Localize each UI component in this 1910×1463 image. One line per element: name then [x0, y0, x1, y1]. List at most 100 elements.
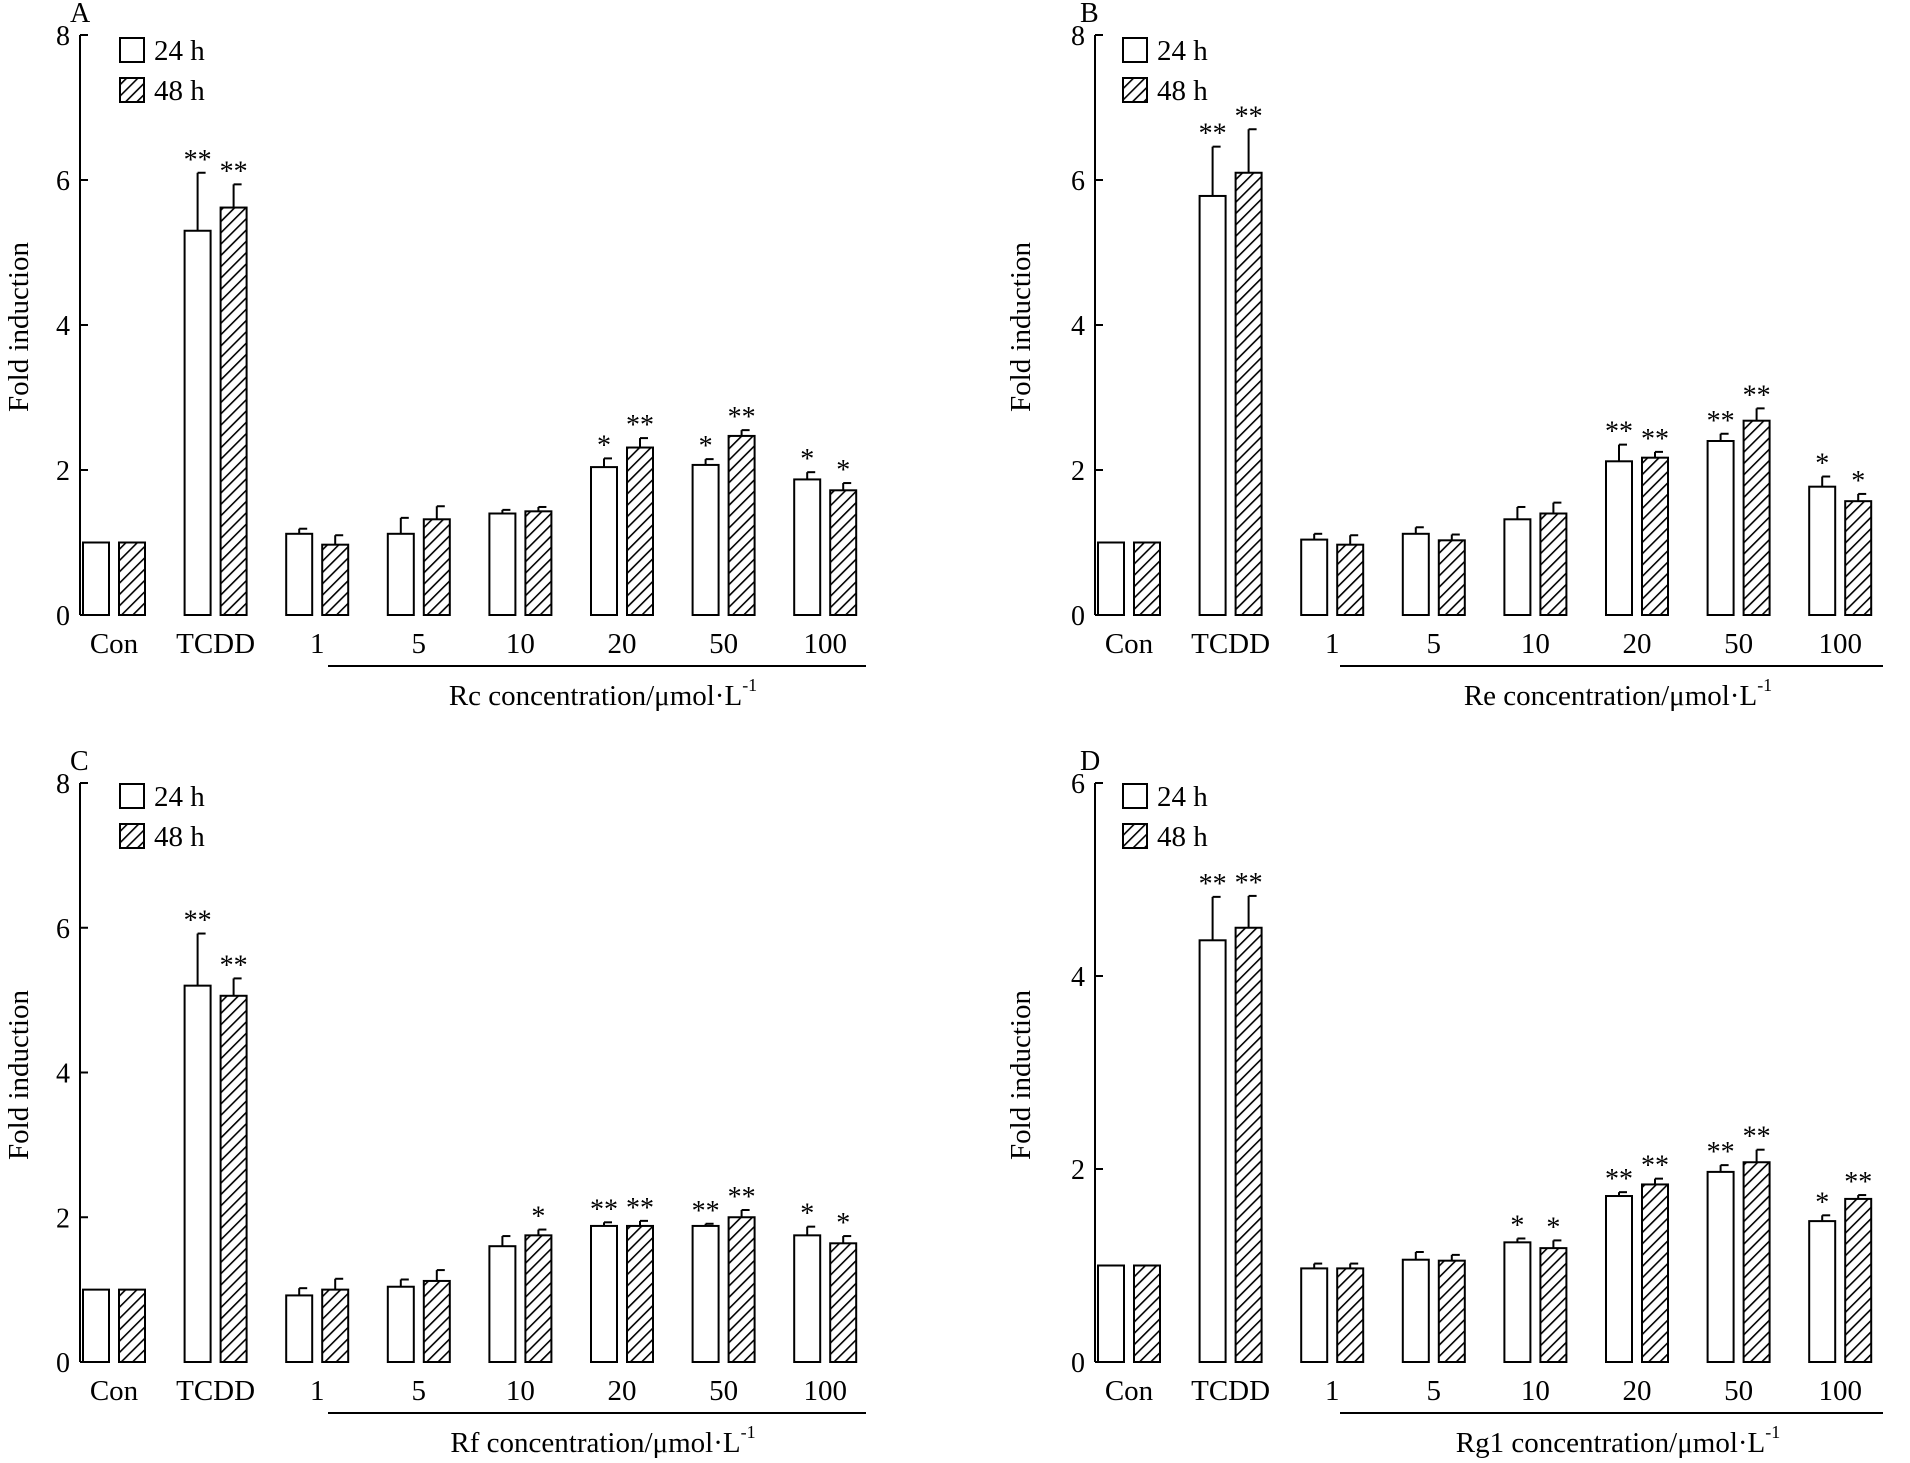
- panel-c-y-tick-label: 6: [56, 914, 70, 945]
- panel-b-legend-label-48h: 48 h: [1157, 75, 1208, 107]
- panel-a-bar-24h: [691, 463, 720, 616]
- chart-panel-c: C Fold induction Rf concentration/μmol·L…: [3, 746, 866, 1459]
- panel-c-legend-swatch-24h: [119, 783, 145, 809]
- panel-c-ylabel-group: Fold induction: [3, 990, 35, 1160]
- panel-b-ylabel-group: Fold induction: [1005, 242, 1037, 412]
- panel-a-y-tick-label: 8: [56, 21, 70, 52]
- panel-b-significance-24h: **: [1199, 119, 1227, 150]
- panel-d-y-tick-label: 6: [1071, 769, 1085, 800]
- panel-d-xlabel: Rg1 concentration/μmol·L-1: [1456, 1422, 1781, 1459]
- panel-a-x-tick-label: 20: [608, 628, 637, 660]
- panel-c-bar-24h: [691, 1224, 720, 1364]
- panel-d-significance-24h: **: [1605, 1164, 1633, 1195]
- panel-b-y-tick-label: 6: [1071, 166, 1085, 197]
- panel-d-bar-24h: [1097, 1264, 1125, 1363]
- panel-a-x-tick-label: 50: [709, 628, 738, 660]
- panel-a-y-tick-label: 6: [56, 166, 70, 197]
- panel-a-xlabel-main: Rc concentration/μmol·L: [449, 680, 742, 712]
- panel-c-x-tick-label: 50: [709, 1375, 738, 1407]
- panel-b-bar-24h: [1605, 460, 1633, 616]
- panel-c-significance-24h: **: [590, 1194, 618, 1225]
- panel-d-letter: D: [1080, 746, 1100, 777]
- panel-b-bar-24h: [1198, 194, 1227, 616]
- panel-a-y-tick-label: 0: [56, 601, 70, 632]
- panel-c-bar-24h: [793, 1234, 822, 1363]
- panel-a-x-tick-label: 100: [803, 628, 847, 660]
- panel-c-significance-48h: *: [836, 1208, 850, 1239]
- panel-b-legend-swatch-48h: [1122, 77, 1148, 103]
- panel-b-bar-24h: [1097, 541, 1125, 616]
- panel-d-y-tick-label: 0: [1071, 1348, 1085, 1379]
- panel-d-legend-swatch-48h: [1122, 823, 1148, 849]
- panel-a-bar-24h: [386, 532, 415, 616]
- panel-d-bar-24h: [1808, 1220, 1837, 1363]
- panel-c-significance-48h: **: [728, 1182, 756, 1213]
- panel-b-x-tick-label: Con: [1105, 628, 1154, 660]
- panel-b-significance-24h: **: [1707, 406, 1735, 437]
- panel-b-bar-48h: [1336, 543, 1365, 616]
- panel-d-y-tick-label: 4: [1071, 962, 1085, 993]
- panel-a-x-tick-label: Con: [90, 628, 139, 660]
- panel-c-significance-48h: *: [531, 1202, 545, 1233]
- panel-d-significance-48h: **: [1743, 1122, 1771, 1153]
- panel-d-bar-24h: [1198, 939, 1227, 1363]
- panel-d-x-tick-label: 5: [1427, 1375, 1442, 1407]
- panel-d-significance-48h: **: [1844, 1167, 1872, 1198]
- panel-d-significance-48h: *: [1546, 1212, 1560, 1243]
- panel-c-significance-48h: **: [220, 950, 248, 981]
- panel-d-bar-48h: [1234, 926, 1263, 1363]
- panel-a-legend-swatch-48h: [119, 77, 145, 103]
- panel-a-bar-24h: [183, 229, 212, 616]
- panel-d-ylabel: Fold induction: [1005, 990, 1037, 1160]
- panel-c-xlabel-sup: -1: [741, 1422, 756, 1442]
- panel-a-legend-label-48h: 48 h: [154, 75, 205, 107]
- panel-d-xlabel-main: Rg1 concentration/μmol·L: [1456, 1427, 1766, 1459]
- panel-b-bar-24h: [1706, 440, 1735, 616]
- panel-d-bar-48h: [1336, 1267, 1365, 1364]
- panel-c-y-tick-label: 8: [56, 769, 70, 800]
- panel-a-xlabel-sup: -1: [742, 675, 757, 695]
- panel-a-bar-48h: [321, 543, 350, 616]
- panel-b-x-tick-label: TCDD: [1191, 628, 1270, 660]
- panel-a-significance-24h: *: [800, 444, 814, 475]
- panel-b-significance-24h: **: [1605, 417, 1633, 448]
- panel-d-bar-48h: [1844, 1197, 1873, 1364]
- panel-d-bar-24h: [1503, 1241, 1532, 1363]
- chart-panel-d: D Fold induction Rg1 concentration/μmol·…: [1005, 746, 1883, 1459]
- panel-c-legend-swatch-48h: [119, 823, 145, 849]
- panel-d-bar-48h: [1133, 1264, 1161, 1363]
- panel-b-x-tick-label: 100: [1818, 628, 1862, 660]
- panel-c-legend-label-48h: 48 h: [154, 821, 205, 853]
- panel-d-x-tick-label: 100: [1818, 1375, 1862, 1407]
- panel-c-bar-48h: [524, 1234, 553, 1363]
- panel-a-x-tick-label: TCDD: [176, 628, 255, 660]
- panel-c-significance-24h: *: [800, 1199, 814, 1230]
- panel-c-x-tick-label: 10: [506, 1375, 535, 1407]
- panel-b-xlabel-sup: -1: [1757, 675, 1772, 695]
- panel-b-y-tick-label: 4: [1071, 311, 1085, 342]
- panel-a-bar-48h: [118, 541, 146, 616]
- panel-c-x-tick-label: 100: [803, 1375, 847, 1407]
- panel-d-x-tick-label: Con: [1105, 1375, 1154, 1407]
- panel-b-bar-48h: [1844, 500, 1873, 616]
- panel-c-bar-48h: [118, 1288, 146, 1363]
- panel-b-significance-48h: **: [1641, 424, 1669, 455]
- panel-d-x-tick-label: TCDD: [1191, 1375, 1270, 1407]
- panel-c-bar-24h: [488, 1245, 517, 1363]
- panel-a-ylabel-group: Fold induction: [3, 242, 35, 412]
- panel-a-ylabel: Fold induction: [3, 242, 35, 412]
- panel-a-significance-24h: *: [597, 430, 611, 461]
- panel-a-xlabel: Rc concentration/μmol·L-1: [449, 675, 757, 712]
- panel-d-significance-24h: *: [1815, 1187, 1829, 1218]
- panel-b-legend-swatch-24h: [1122, 37, 1148, 63]
- panel-c-significance-24h: **: [184, 906, 212, 937]
- panel-a-x-tick-label: 10: [506, 628, 535, 660]
- panel-a-significance-48h: **: [626, 410, 654, 441]
- panel-a-x-tick-label: 5: [412, 628, 427, 660]
- panel-b-ylabel: Fold induction: [1005, 242, 1037, 412]
- panel-b-bar-24h: [1300, 538, 1329, 616]
- panel-b-legend: 24 h 48 h: [1122, 35, 1208, 107]
- panel-c-x-tick-label: 5: [412, 1375, 427, 1407]
